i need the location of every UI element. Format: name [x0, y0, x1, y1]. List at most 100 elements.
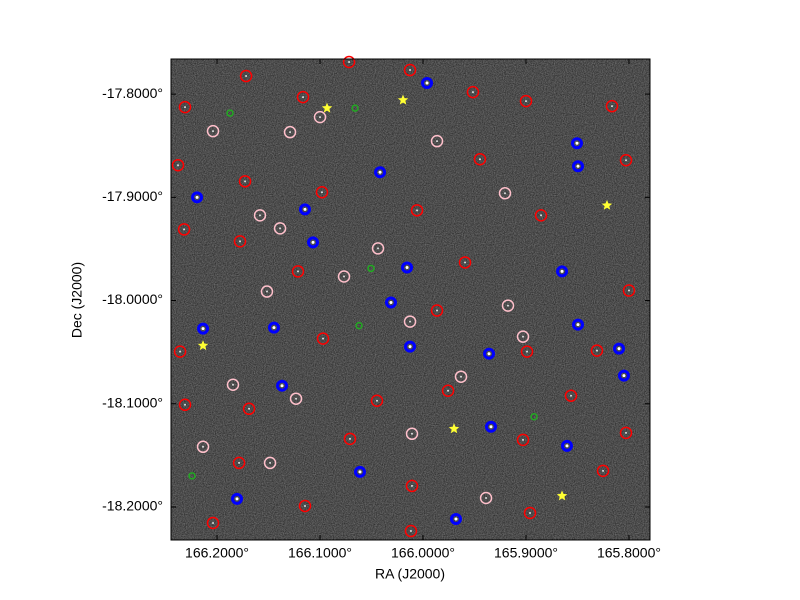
core	[269, 461, 272, 464]
source-marker	[351, 104, 359, 112]
source-marker	[232, 456, 246, 470]
core	[378, 170, 382, 174]
core	[410, 484, 413, 487]
ring	[298, 203, 311, 216]
ring	[570, 137, 583, 150]
core	[478, 158, 481, 161]
ring	[239, 69, 253, 83]
source-marker	[171, 158, 185, 172]
core	[280, 384, 284, 388]
source-marker	[403, 63, 417, 77]
ring	[296, 90, 310, 104]
source-marker	[173, 345, 187, 358]
source-marker	[367, 264, 375, 273]
ring	[315, 186, 329, 199]
core	[303, 207, 307, 211]
ring	[520, 345, 534, 358]
ring	[516, 433, 530, 447]
source-marker	[313, 110, 327, 124]
source-marker	[556, 490, 568, 501]
core	[560, 269, 564, 273]
core	[460, 375, 463, 378]
source-marker	[405, 479, 419, 493]
ring	[484, 420, 497, 433]
source-marker	[316, 332, 330, 345]
ring	[534, 209, 548, 222]
core	[471, 91, 474, 94]
core	[625, 431, 628, 434]
core	[248, 407, 251, 410]
core	[319, 116, 322, 119]
source-marker	[298, 499, 312, 513]
core	[576, 164, 580, 168]
source-marker	[516, 433, 530, 447]
source-marker	[177, 223, 191, 236]
ring	[370, 394, 384, 408]
ring	[253, 209, 267, 222]
source-marker	[401, 261, 414, 274]
core	[348, 60, 351, 63]
source-marker	[564, 389, 578, 402]
core	[212, 521, 215, 524]
core	[409, 69, 412, 72]
source-marker	[523, 506, 537, 520]
ring	[564, 389, 578, 402]
ring	[613, 342, 626, 355]
source-marker	[321, 102, 333, 113]
source-marker	[397, 94, 409, 105]
core	[358, 470, 362, 474]
core	[436, 140, 439, 143]
ring	[479, 491, 493, 505]
source-marker	[473, 152, 487, 166]
ring	[171, 158, 185, 172]
y-tick-label: -18.0000°	[102, 291, 163, 307]
source-marker	[374, 166, 387, 179]
core	[529, 511, 532, 514]
core	[576, 323, 580, 327]
source-marker	[197, 322, 210, 335]
source-marker	[421, 77, 434, 90]
ring	[516, 330, 530, 343]
source-marker	[596, 464, 610, 478]
core	[202, 445, 205, 448]
ring	[466, 85, 480, 99]
source-marker	[449, 513, 462, 526]
source-marker	[196, 440, 210, 454]
ring	[177, 223, 191, 236]
source-marker	[337, 270, 351, 283]
core	[602, 469, 605, 472]
source-marker	[590, 344, 604, 357]
core	[375, 399, 378, 402]
core	[595, 349, 598, 352]
source-marker	[516, 330, 530, 343]
source-marker	[430, 304, 444, 317]
ring	[298, 499, 312, 513]
source-marker	[371, 242, 385, 255]
ring	[283, 125, 297, 139]
ring	[313, 110, 327, 124]
core	[526, 350, 529, 353]
ring	[226, 378, 240, 392]
ring	[596, 464, 610, 478]
ring	[403, 63, 417, 77]
ring	[178, 100, 192, 114]
source-marker	[226, 378, 240, 392]
core	[410, 432, 413, 435]
core	[184, 106, 187, 109]
ring	[374, 166, 387, 179]
source-marker	[238, 175, 252, 188]
source-marker	[613, 342, 626, 355]
core	[575, 141, 579, 145]
core	[296, 270, 299, 273]
source-marker	[556, 265, 569, 278]
ring	[191, 191, 204, 204]
ring	[238, 175, 252, 188]
core	[311, 240, 315, 244]
source-marker	[343, 432, 357, 446]
markers	[171, 55, 636, 538]
source-marker	[404, 340, 417, 353]
ring	[263, 456, 277, 470]
source-marker	[355, 321, 363, 330]
ring	[367, 264, 375, 273]
source-marker	[206, 124, 220, 138]
